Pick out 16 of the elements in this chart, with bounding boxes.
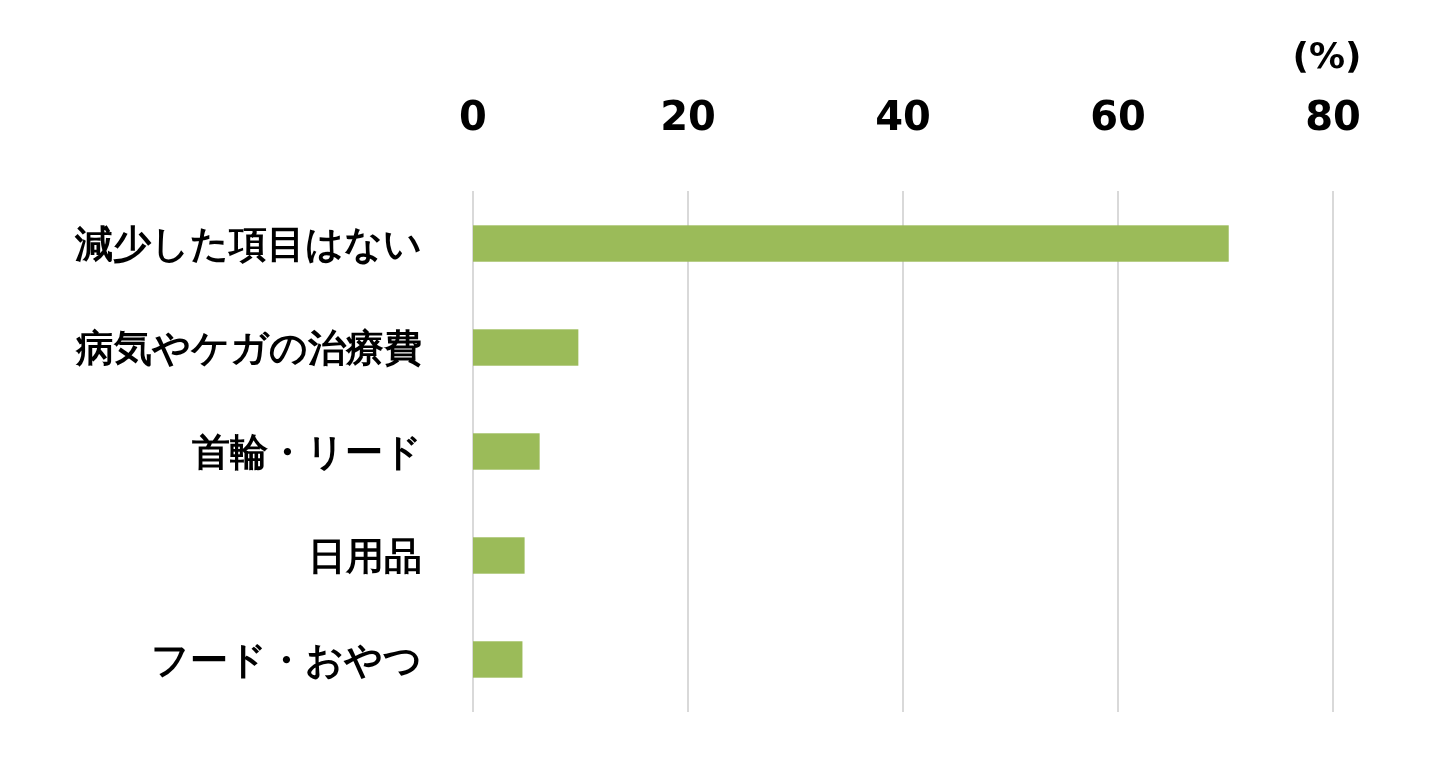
bar — [473, 225, 1229, 262]
x-tick-label: 20 — [660, 93, 716, 139]
y-tick-label: フード・おやつ — [151, 637, 422, 682]
x-axis-title: (%) — [1292, 35, 1362, 76]
x-tick-label: 80 — [1305, 93, 1361, 139]
y-tick-label: 減少した項目はない — [74, 221, 422, 266]
bar — [473, 537, 525, 574]
x-tick-label: 60 — [1090, 93, 1146, 139]
bar — [473, 641, 523, 678]
bar — [473, 329, 579, 366]
y-tick-label: 病気やケガの治療費 — [75, 325, 422, 370]
bar — [473, 433, 540, 470]
y-tick-label: 首輪・リード — [192, 429, 422, 474]
y-tick-label: 日用品 — [308, 533, 422, 578]
x-tick-label: 40 — [875, 93, 931, 139]
x-tick-label: 0 — [459, 93, 487, 139]
